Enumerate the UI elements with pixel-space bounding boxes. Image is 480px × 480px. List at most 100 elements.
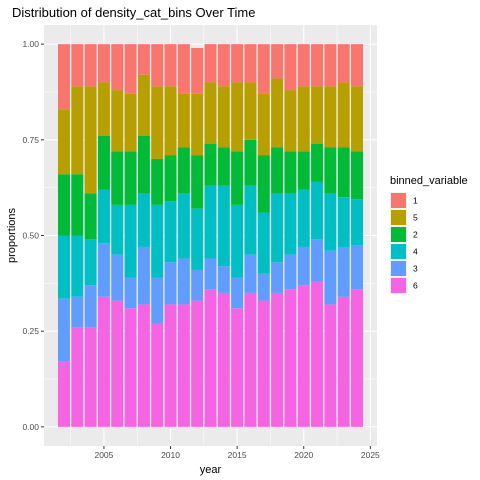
bar-segment-2021-2 bbox=[311, 143, 324, 182]
bar-segment-2018-1 bbox=[271, 44, 284, 79]
bar-segment-2020-3 bbox=[297, 246, 310, 286]
legend-key-5 bbox=[391, 210, 406, 225]
bar-segment-2012-4 bbox=[191, 208, 204, 270]
y-tick-label: 0.25 bbox=[22, 326, 39, 336]
y-tick-label: 0.75 bbox=[22, 135, 39, 145]
bar-segment-2018-2 bbox=[271, 147, 284, 194]
bar-segment-2023-4 bbox=[337, 197, 350, 247]
legend-label-1: 1 bbox=[413, 196, 418, 206]
bar-segment-2021-4 bbox=[311, 181, 324, 240]
bar-segment-2003-1 bbox=[71, 44, 84, 87]
bar-segment-2019-4 bbox=[284, 193, 297, 255]
x-tick-label: 2010 bbox=[161, 450, 180, 460]
y-axis: 0.00 0.25 0.50 0.75 1.00 bbox=[22, 39, 44, 432]
bar-segment-2011-2 bbox=[177, 147, 190, 194]
x-tick-label: 2005 bbox=[94, 450, 113, 460]
bar-segment-2015-5 bbox=[231, 82, 244, 152]
bar-segment-2020-4 bbox=[297, 189, 310, 247]
bar-segment-2010-4 bbox=[164, 201, 177, 263]
bar-segment-2003-3 bbox=[71, 296, 84, 328]
bar-segment-2013-5 bbox=[204, 82, 217, 144]
bar-segment-2012-2 bbox=[191, 155, 204, 209]
bar-segment-2017-3 bbox=[257, 273, 270, 301]
bar-segment-2019-1 bbox=[284, 44, 297, 91]
bar-segment-2011-4 bbox=[177, 193, 190, 259]
bar-segment-2020-1 bbox=[297, 44, 310, 87]
bar-segment-2017-1 bbox=[257, 44, 270, 94]
legend-label-2: 2 bbox=[413, 230, 418, 240]
bar-segment-2014-2 bbox=[217, 147, 230, 186]
bar-segment-2015-4 bbox=[231, 204, 244, 278]
bar-segment-2014-3 bbox=[217, 266, 230, 293]
bar-segment-2002-6 bbox=[57, 361, 70, 427]
bar-segment-2021-1 bbox=[311, 44, 324, 87]
bar-segment-2002-5 bbox=[57, 109, 70, 175]
legend-label-3: 3 bbox=[413, 264, 418, 274]
legend-key-6 bbox=[391, 278, 406, 293]
bar-segment-2018-5 bbox=[271, 78, 284, 148]
bar-segment-2007-3 bbox=[124, 277, 137, 309]
bar-segment-2009-1 bbox=[151, 44, 164, 87]
bar-segment-2006-1 bbox=[111, 44, 124, 91]
bar-segment-2017-6 bbox=[257, 300, 270, 427]
bar-segment-2013-1 bbox=[204, 44, 217, 83]
bar-segment-2004-3 bbox=[84, 285, 97, 328]
legend-key-3 bbox=[391, 261, 406, 276]
bar-segment-2021-3 bbox=[311, 239, 324, 282]
bar-segment-2015-1 bbox=[231, 44, 244, 83]
bar-segment-2024-3 bbox=[351, 245, 364, 290]
bar-segment-2003-5 bbox=[71, 86, 84, 175]
legend-title: binned_variable bbox=[390, 175, 468, 187]
bar-segment-2010-3 bbox=[164, 262, 177, 305]
bar-segment-2007-6 bbox=[124, 308, 137, 427]
legend-key-2 bbox=[391, 227, 406, 242]
bar-segment-2017-2 bbox=[257, 155, 270, 213]
bar-segment-2019-6 bbox=[284, 289, 297, 427]
bar-segment-2022-3 bbox=[324, 250, 337, 305]
legend-key-1 bbox=[391, 193, 406, 208]
y-tick-label: 1.00 bbox=[22, 39, 39, 49]
bar-segment-2004-5 bbox=[84, 86, 97, 194]
bar-segment-2004-4 bbox=[84, 239, 97, 286]
bar-segment-2006-3 bbox=[111, 254, 124, 301]
bar-segment-2023-1 bbox=[337, 44, 350, 83]
bar-segment-2024-6 bbox=[351, 289, 364, 427]
bar-segment-2008-5 bbox=[137, 74, 150, 136]
legend-label-4: 4 bbox=[413, 247, 418, 257]
bar-segment-2005-5 bbox=[97, 82, 110, 136]
bar-segment-2018-4 bbox=[271, 193, 284, 263]
bar-segment-2024-4 bbox=[351, 199, 364, 246]
bar-segment-2016-6 bbox=[244, 292, 257, 427]
bar-segment-2006-5 bbox=[111, 90, 124, 152]
legend: binned_variable 1 5 2 4 3 6 bbox=[390, 175, 468, 294]
bar-segment-2024-2 bbox=[351, 151, 364, 200]
x-tick-label: 2020 bbox=[294, 450, 313, 460]
bar-segment-2022-4 bbox=[324, 193, 337, 251]
bar-segment-2008-2 bbox=[137, 135, 150, 194]
bar-segment-2010-5 bbox=[164, 86, 177, 156]
x-axis-title: year bbox=[200, 464, 222, 476]
bar-segment-2015-6 bbox=[231, 308, 244, 427]
bar-segment-2010-1 bbox=[164, 44, 177, 87]
x-tick-label: 2015 bbox=[228, 450, 247, 460]
bar-segment-2015-3 bbox=[231, 277, 244, 309]
x-tick-label: 2025 bbox=[361, 450, 380, 460]
bar-segment-2010-2 bbox=[164, 155, 177, 202]
bar-segment-2016-3 bbox=[244, 254, 257, 293]
bar-segment-2004-1 bbox=[84, 44, 97, 87]
bar-segment-2007-2 bbox=[124, 151, 137, 205]
bar-segment-2021-6 bbox=[311, 281, 324, 427]
bar-segment-2023-5 bbox=[337, 82, 350, 148]
bar-segment-2002-1 bbox=[57, 44, 70, 110]
bar-segment-2002-4 bbox=[57, 235, 70, 299]
bar-segment-2012-5 bbox=[191, 93, 204, 156]
bar-segment-2017-4 bbox=[257, 212, 270, 274]
bar-segment-2016-5 bbox=[244, 82, 257, 140]
bar-segment-2023-6 bbox=[337, 296, 350, 427]
bar-segment-2005-1 bbox=[97, 44, 110, 83]
bar-segment-2002-3 bbox=[57, 298, 70, 362]
bar-segment-2009-2 bbox=[151, 158, 164, 205]
bar-segment-2019-2 bbox=[284, 151, 297, 194]
bar-segment-2013-6 bbox=[204, 289, 217, 427]
